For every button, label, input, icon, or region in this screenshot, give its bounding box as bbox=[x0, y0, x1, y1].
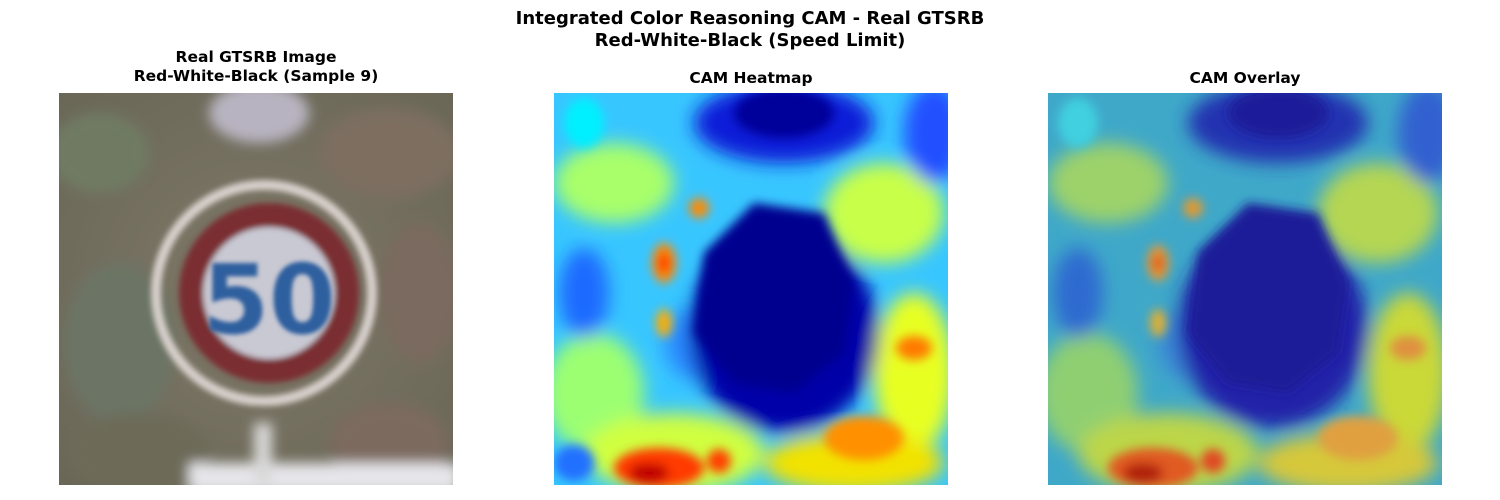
real-gtsrb-image: 50 bbox=[59, 93, 453, 485]
cam-overlay bbox=[1048, 93, 1442, 485]
figure-title-line-1: Integrated Color Reasoning CAM - Real GT… bbox=[515, 8, 985, 29]
panel-2-title-line-1: CAM Heatmap bbox=[689, 69, 813, 87]
panel-3-title: CAM Overlay bbox=[1048, 69, 1442, 88]
panel-1-title: Real GTSRB Image Red-White-Black (Sample… bbox=[59, 48, 453, 86]
figure-title: Integrated Color Reasoning CAM - Real GT… bbox=[0, 8, 1500, 52]
cam-heatmap-image bbox=[554, 93, 948, 485]
cam-overlay-image bbox=[1048, 93, 1442, 485]
sign-digits: 50 bbox=[202, 244, 336, 356]
panel-3-title-line-1: CAM Overlay bbox=[1189, 69, 1301, 87]
cam-heatmap bbox=[554, 93, 948, 485]
figure-title-line-2: Red-White-Black (Speed Limit) bbox=[594, 30, 906, 51]
panel-1-title-line-2: Red-White-Black (Sample 9) bbox=[133, 67, 379, 85]
panel-2-title: CAM Heatmap bbox=[554, 69, 948, 88]
panel-1-title-line-1: Real GTSRB Image bbox=[175, 48, 337, 66]
real-sign-photo: 50 bbox=[59, 93, 453, 485]
